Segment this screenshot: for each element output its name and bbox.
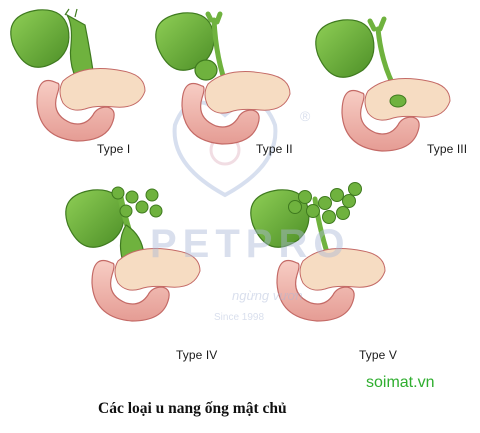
intrahepatic-cyst: [336, 206, 350, 220]
diverticulum-cyst: [194, 59, 218, 81]
watermark-brand: PETPRO: [150, 222, 351, 266]
figure-caption: Các loại u nang ống mật chủ: [98, 400, 287, 417]
intrahepatic-cyst: [342, 194, 356, 208]
intrahepatic-cyst: [145, 188, 159, 202]
intrahepatic-cyst: [348, 182, 362, 196]
watermark-registered: ®: [300, 108, 311, 124]
type-iv-illustration: [65, 186, 201, 322]
pancreas-shape: [59, 68, 146, 111]
gallbladder-shape: [10, 9, 70, 68]
intrahepatic-cyst: [288, 200, 302, 214]
type-i-label: Type I: [97, 142, 131, 156]
intrahepatic-cyst: [125, 190, 139, 204]
type-iii-illustration: [315, 16, 451, 152]
intrahepatic-cyst: [149, 204, 163, 218]
type-v-illustration: [250, 182, 386, 322]
type-ii-label: Type II: [256, 142, 293, 156]
type-iii-label: Type III: [427, 142, 468, 156]
type-i-illustration: [10, 8, 146, 142]
intrahepatic-cyst: [318, 196, 332, 210]
intrahepatic-cyst: [330, 188, 344, 202]
pancreas-shape: [299, 248, 386, 291]
pancreas-shape: [364, 78, 451, 121]
watermark-since: Since 1998: [214, 312, 265, 323]
type-v-label: Type V: [359, 348, 397, 362]
duodenum-shape: [36, 79, 115, 142]
gallbladder-shape: [315, 19, 375, 78]
intrahepatic-cyst: [306, 204, 320, 218]
intrahepatic-cyst: [111, 186, 125, 200]
type-iv-label: Type IV: [176, 348, 218, 362]
pancreas-shape: [204, 71, 291, 114]
type-ii-illustration: [155, 11, 291, 145]
intrahepatic-cyst: [135, 200, 149, 214]
duodenum-shape: [341, 89, 420, 152]
pancreas-shape: [114, 248, 201, 291]
intrahepatic-cyst: [322, 210, 336, 224]
duodenum-shape: [91, 259, 170, 322]
duodenum-shape: [181, 82, 260, 145]
site-name: soimat.vn: [366, 374, 435, 391]
duodenum-shape: [276, 259, 355, 322]
intrahepatic-cyst: [298, 190, 312, 204]
choledochocele-cyst: [389, 94, 407, 108]
intrahepatic-cyst: [119, 204, 133, 218]
watermark-slogan: ngừng vươn: [232, 288, 303, 303]
